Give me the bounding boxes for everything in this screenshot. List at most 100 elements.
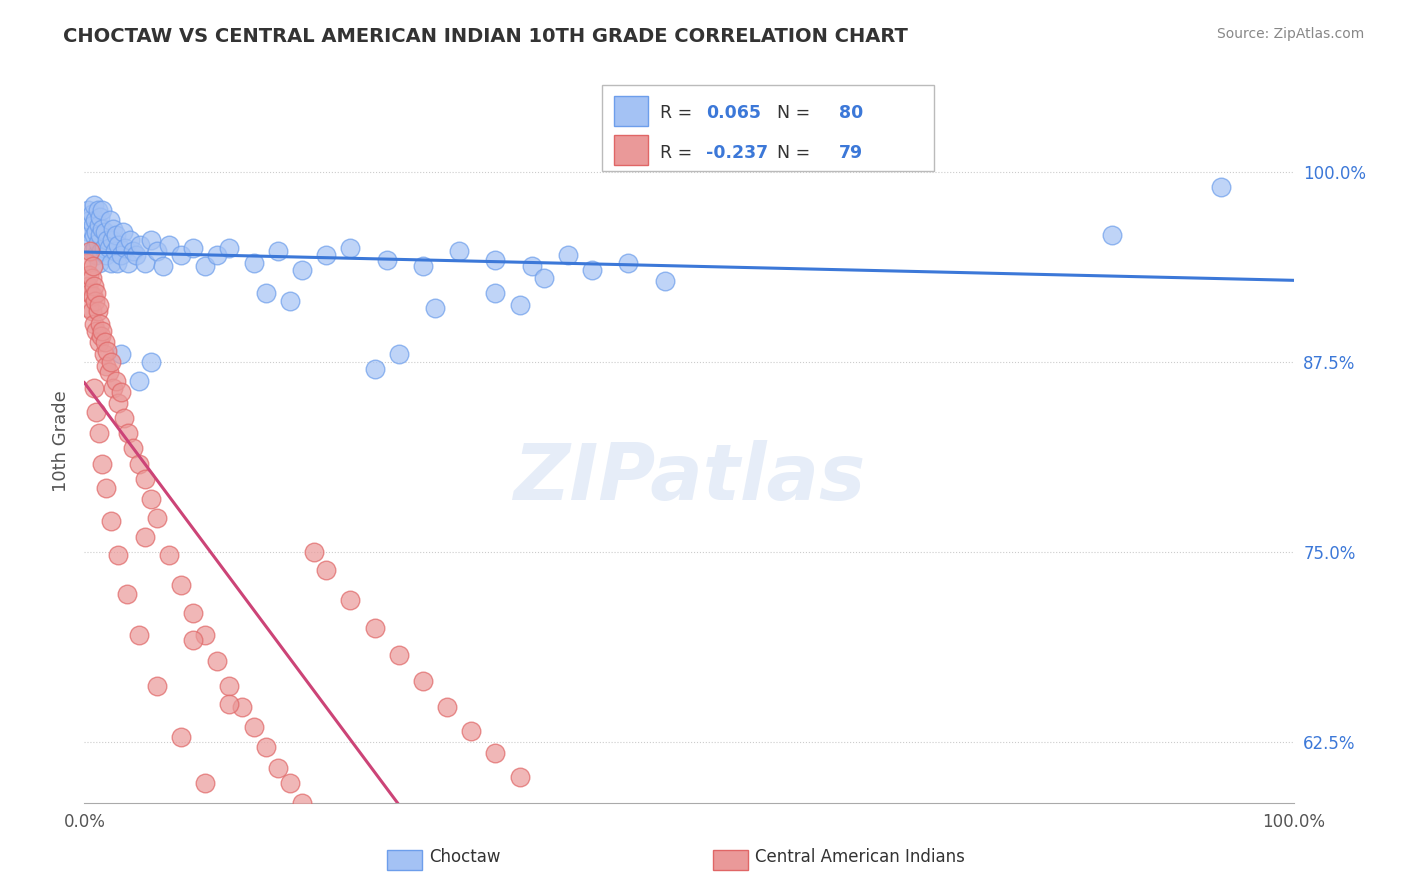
Point: [291, 263, 314, 277]
Point: [509, 770, 531, 784]
Point: [117, 426, 139, 441]
Point: [97, 365, 120, 379]
Point: [110, 385, 132, 400]
Point: [107, 548, 129, 562]
Text: 80: 80: [839, 104, 863, 122]
Point: [94, 481, 117, 495]
Text: Source: ZipAtlas.com: Source: ZipAtlas.com: [1216, 27, 1364, 41]
Point: [94, 334, 117, 349]
Point: [91, 202, 114, 217]
Point: [112, 411, 135, 425]
FancyBboxPatch shape: [602, 86, 935, 170]
Point: [157, 237, 180, 252]
Point: [170, 731, 193, 745]
Point: [520, 259, 543, 273]
Point: [104, 375, 127, 389]
Point: [104, 228, 127, 243]
Y-axis label: 10th Grade: 10th Grade: [52, 391, 70, 492]
Point: [79, 244, 101, 258]
Point: [363, 621, 385, 635]
Point: [83, 278, 105, 293]
Point: [91, 457, 114, 471]
Text: 0.065: 0.065: [706, 104, 761, 122]
Point: [128, 457, 150, 471]
Point: [82, 259, 104, 273]
Point: [80, 271, 103, 285]
Point: [125, 248, 148, 262]
Point: [79, 213, 101, 227]
Point: [86, 235, 108, 250]
Point: [128, 375, 150, 389]
Point: [218, 241, 240, 255]
Point: [89, 317, 111, 331]
Point: [120, 233, 142, 247]
Point: [1101, 228, 1123, 243]
Point: [484, 252, 506, 267]
Text: Choctaw: Choctaw: [429, 848, 501, 866]
Text: 79: 79: [839, 145, 863, 162]
Point: [460, 724, 482, 739]
Point: [412, 259, 434, 273]
Text: -0.237: -0.237: [706, 145, 768, 162]
Point: [80, 233, 103, 247]
Point: [117, 256, 139, 270]
Point: [110, 347, 132, 361]
Point: [484, 746, 506, 760]
Point: [77, 278, 100, 293]
Point: [509, 298, 531, 312]
Text: N =: N =: [766, 145, 815, 162]
Point: [339, 241, 361, 255]
Point: [388, 648, 411, 663]
Point: [254, 286, 277, 301]
Point: [533, 271, 555, 285]
Point: [83, 198, 105, 212]
Point: [388, 347, 411, 361]
Point: [104, 244, 127, 258]
Point: [80, 207, 103, 221]
Point: [103, 380, 125, 394]
Point: [98, 213, 121, 227]
Point: [83, 317, 105, 331]
Point: [375, 252, 398, 267]
Point: [83, 228, 105, 243]
Point: [103, 222, 125, 236]
Point: [152, 259, 174, 273]
Point: [291, 796, 314, 810]
Point: [77, 301, 100, 316]
Bar: [614, 96, 648, 127]
Point: [86, 286, 108, 301]
Point: [91, 222, 114, 236]
Point: [170, 578, 193, 592]
Text: CHOCTAW VS CENTRAL AMERICAN INDIAN 10TH GRADE CORRELATION CHART: CHOCTAW VS CENTRAL AMERICAN INDIAN 10TH …: [63, 27, 908, 45]
Point: [363, 362, 385, 376]
Point: [139, 491, 162, 506]
Point: [139, 233, 162, 247]
Point: [1209, 179, 1232, 194]
Point: [87, 426, 110, 441]
Point: [83, 380, 105, 394]
Point: [207, 248, 229, 262]
Point: [87, 256, 110, 270]
Point: [157, 548, 180, 562]
Point: [93, 347, 115, 361]
Text: ZIPatlas: ZIPatlas: [513, 440, 865, 516]
Point: [84, 241, 107, 255]
Point: [181, 606, 204, 620]
Point: [242, 720, 264, 734]
Point: [77, 226, 100, 240]
Point: [93, 241, 115, 255]
Point: [87, 298, 110, 312]
Point: [107, 396, 129, 410]
Point: [134, 472, 156, 486]
Point: [170, 248, 193, 262]
Point: [139, 354, 162, 368]
Point: [79, 286, 101, 301]
Point: [89, 228, 111, 243]
Point: [194, 259, 217, 273]
Point: [617, 256, 640, 270]
Point: [86, 202, 108, 217]
Point: [114, 241, 136, 255]
Point: [87, 218, 110, 232]
Point: [86, 324, 108, 338]
Point: [84, 213, 107, 227]
